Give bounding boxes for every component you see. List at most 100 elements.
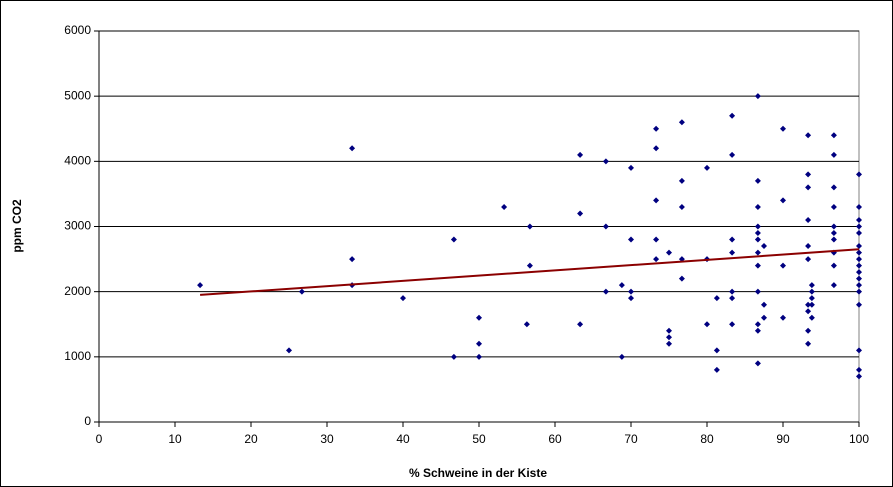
point [653,197,660,204]
point [678,177,685,184]
x-axis-label: % Schweine in der Kiste [409,466,547,480]
point [729,249,736,256]
point [856,347,862,354]
point [678,203,685,210]
point [856,230,862,237]
y-tick-label: 2000 [64,284,91,298]
x-tick-label: 100 [849,432,869,446]
point [501,203,508,210]
point [729,236,736,243]
point [830,184,837,191]
x-tick-label: 90 [776,432,790,446]
point [577,151,584,158]
point [754,177,761,184]
point [628,295,634,302]
point [713,295,720,302]
point [577,321,584,328]
point [729,112,736,119]
x-tick-label: 0 [96,432,103,446]
point [628,236,634,243]
trend-line [200,248,860,296]
point [754,223,761,230]
point [476,340,482,347]
point [761,243,767,250]
point [729,295,736,302]
point [754,288,761,295]
point [856,373,862,380]
point [754,203,761,210]
x-tick-label: 70 [624,432,638,446]
point [856,249,862,256]
point [666,327,672,334]
y-tick-label: 0 [84,414,91,428]
point [666,334,672,341]
point [830,132,837,139]
point [856,216,862,223]
y-tick-label: 1000 [64,349,91,363]
point [780,262,786,269]
point [805,308,812,315]
x-tick-label: 40 [396,432,410,446]
point [805,340,812,347]
point [754,262,761,269]
point [526,223,533,230]
point [666,340,672,347]
point [830,223,837,230]
point [653,145,660,152]
point [805,243,812,250]
point [830,203,837,210]
point [805,171,812,178]
point [805,216,812,223]
x-tick-label: 80 [700,432,714,446]
point [856,203,862,210]
x-tick-label: 50 [472,432,486,446]
point [602,223,609,230]
point [856,262,862,269]
point [856,171,862,178]
point [298,288,305,295]
point [577,210,584,217]
point [856,275,862,282]
point [754,93,761,100]
point [666,249,672,256]
point [729,288,736,295]
point [754,360,761,367]
point [476,314,482,321]
point [653,256,660,263]
point [856,243,862,250]
point [678,119,685,126]
point [618,353,625,360]
point [602,158,609,165]
point [808,282,815,289]
point [729,321,736,328]
point [761,314,767,321]
point [400,295,406,302]
point [618,282,625,289]
point [476,353,482,360]
point [805,184,812,191]
point [830,262,837,269]
point [754,230,761,237]
point [678,275,685,282]
point [628,164,634,171]
x-tick-label: 30 [320,432,334,446]
point [653,236,660,243]
point [780,125,786,132]
point [602,288,609,295]
point [704,164,710,171]
point [653,125,660,132]
x-tick-label: 60 [548,432,562,446]
point [805,327,812,334]
y-tick-label: 4000 [64,154,91,168]
point [808,295,815,302]
x-tick-label: 10 [168,432,182,446]
point [780,314,786,321]
point [754,327,761,334]
point [830,236,837,243]
point [713,347,720,354]
point [197,282,204,289]
point [713,366,720,373]
point [754,321,761,328]
x-tick-label: 20 [244,432,258,446]
